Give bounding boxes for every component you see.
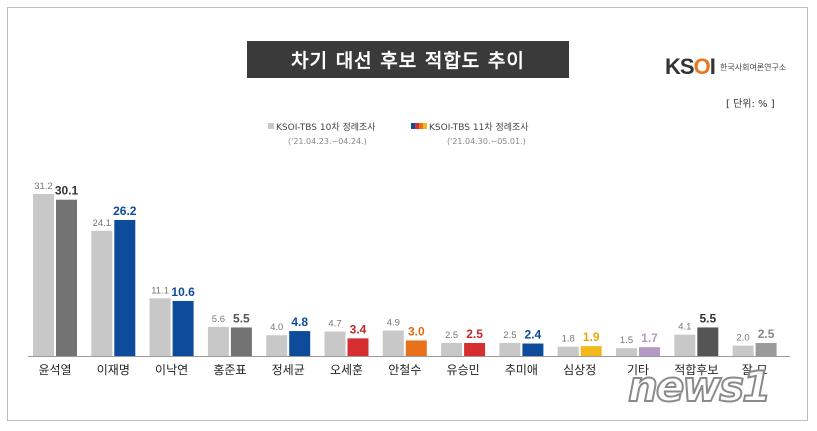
- data-label-series1-2: 11.1: [151, 285, 169, 296]
- data-label-series2-9: 1.9: [583, 330, 600, 344]
- category-label-4: 정세균: [272, 363, 305, 377]
- data-label-series2-10: 1.7: [641, 331, 658, 345]
- data-label-series2-0: 30.1: [55, 184, 79, 198]
- bar-series1-8: [499, 343, 521, 356]
- data-label-series2-1: 26.2: [113, 204, 137, 218]
- bar-series2-2: [172, 300, 194, 356]
- data-label-series1-7: 2.5: [445, 330, 458, 341]
- bar-series1-3: [207, 326, 229, 356]
- bar-series1-4: [266, 335, 288, 356]
- bar-series1-2: [149, 298, 171, 356]
- ksoi-logo: KSOI: [665, 54, 716, 79]
- category-label-7: 유승민: [447, 363, 480, 377]
- bar-series2-6: [405, 340, 427, 356]
- bar-series1-0: [33, 194, 54, 356]
- legend-swatch-series2: [411, 123, 427, 129]
- category-label-8: 추미애: [505, 363, 538, 377]
- data-label-series1-4: 4.0: [270, 322, 283, 333]
- category-label-12: 잘 모: [742, 363, 768, 377]
- category-label-2: 이낙연: [155, 363, 188, 377]
- bar-series1-5: [324, 331, 346, 356]
- category-label-0: 윤석열: [38, 363, 71, 377]
- data-label-series2-5: 3.4: [350, 322, 367, 336]
- data-label-series1-5: 4.7: [328, 319, 341, 330]
- bar-series1-7: [441, 343, 463, 356]
- data-label-series1-12: 2.0: [736, 333, 749, 344]
- bar-series1-10: [616, 348, 637, 356]
- bar-series1-6: [382, 330, 404, 356]
- bar-series2-1: [114, 219, 136, 356]
- bar-series2-8: [522, 343, 544, 356]
- data-label-series1-11: 4.1: [678, 322, 691, 333]
- bar-series2-5: [347, 338, 369, 356]
- data-label-series1-1: 24.1: [93, 218, 112, 229]
- data-label-series2-12: 2.5: [758, 327, 775, 341]
- bar-series2-7: [464, 343, 486, 356]
- data-label-series1-10: 1.5: [620, 335, 633, 346]
- bar-series2-4: [289, 331, 311, 356]
- legend-series2-label: KSOI-TBS 11차 정례조사: [429, 123, 529, 133]
- category-label-9: 심상정: [563, 363, 596, 377]
- data-label-series2-4: 4.8: [291, 315, 308, 329]
- data-label-series1-0: 31.2: [34, 181, 53, 192]
- category-label-5: 오세훈: [330, 363, 363, 377]
- bar-series2-11: [697, 327, 719, 356]
- category-label-3: 홍준표: [213, 363, 246, 377]
- bar-series1-1: [91, 230, 113, 356]
- logo-subtitle: 한국사회여론연구소: [720, 63, 787, 72]
- data-label-series1-9: 1.8: [562, 334, 575, 345]
- legend-series1: KSOI-TBS 10차 정례조사: [268, 120, 376, 133]
- bar-series1-9: [557, 346, 579, 356]
- data-label-series2-6: 3.0: [408, 324, 425, 338]
- bar-series2-10: [639, 347, 660, 356]
- data-label-series2-8: 2.4: [525, 328, 542, 342]
- legend-series1-label: KSOI-TBS 10차 정례조사: [276, 123, 376, 133]
- category-label-11: 적합후보: [674, 363, 718, 377]
- bar-series2-0: [56, 199, 77, 356]
- data-label-series1-6: 4.9: [387, 318, 400, 329]
- bar-series2-9: [580, 346, 602, 356]
- news1-watermark: news1: [627, 361, 772, 412]
- chart-title: 차기 대선 후보 적합도 추이: [247, 41, 569, 78]
- data-label-series2-7: 2.5: [466, 327, 483, 341]
- bar-series1-12: [732, 345, 754, 356]
- data-label-series2-3: 5.5: [233, 311, 250, 325]
- bar-series2-12: [755, 343, 777, 356]
- data-label-series2-11: 5.5: [699, 311, 716, 325]
- bar-series1-11: [674, 334, 696, 356]
- data-label-series1-8: 2.5: [503, 330, 516, 341]
- category-label-10: 기타: [627, 363, 649, 377]
- legend-series1-date: ('21.04.23.~04.24.): [288, 137, 367, 146]
- unit-label: [ 단위: % ]: [726, 99, 775, 110]
- data-label-series2-2: 10.6: [171, 285, 195, 299]
- category-label-6: 안철수: [388, 363, 421, 377]
- bar-series2-3: [230, 327, 252, 356]
- legend-swatch-series1: [268, 123, 274, 129]
- legend-series2-date: ('21.04.30.~05.01.): [447, 137, 526, 146]
- legend-series2: KSOI-TBS 11차 정례조사: [411, 120, 529, 133]
- category-label-1: 이재명: [97, 363, 130, 377]
- data-label-series1-3: 5.6: [212, 314, 225, 325]
